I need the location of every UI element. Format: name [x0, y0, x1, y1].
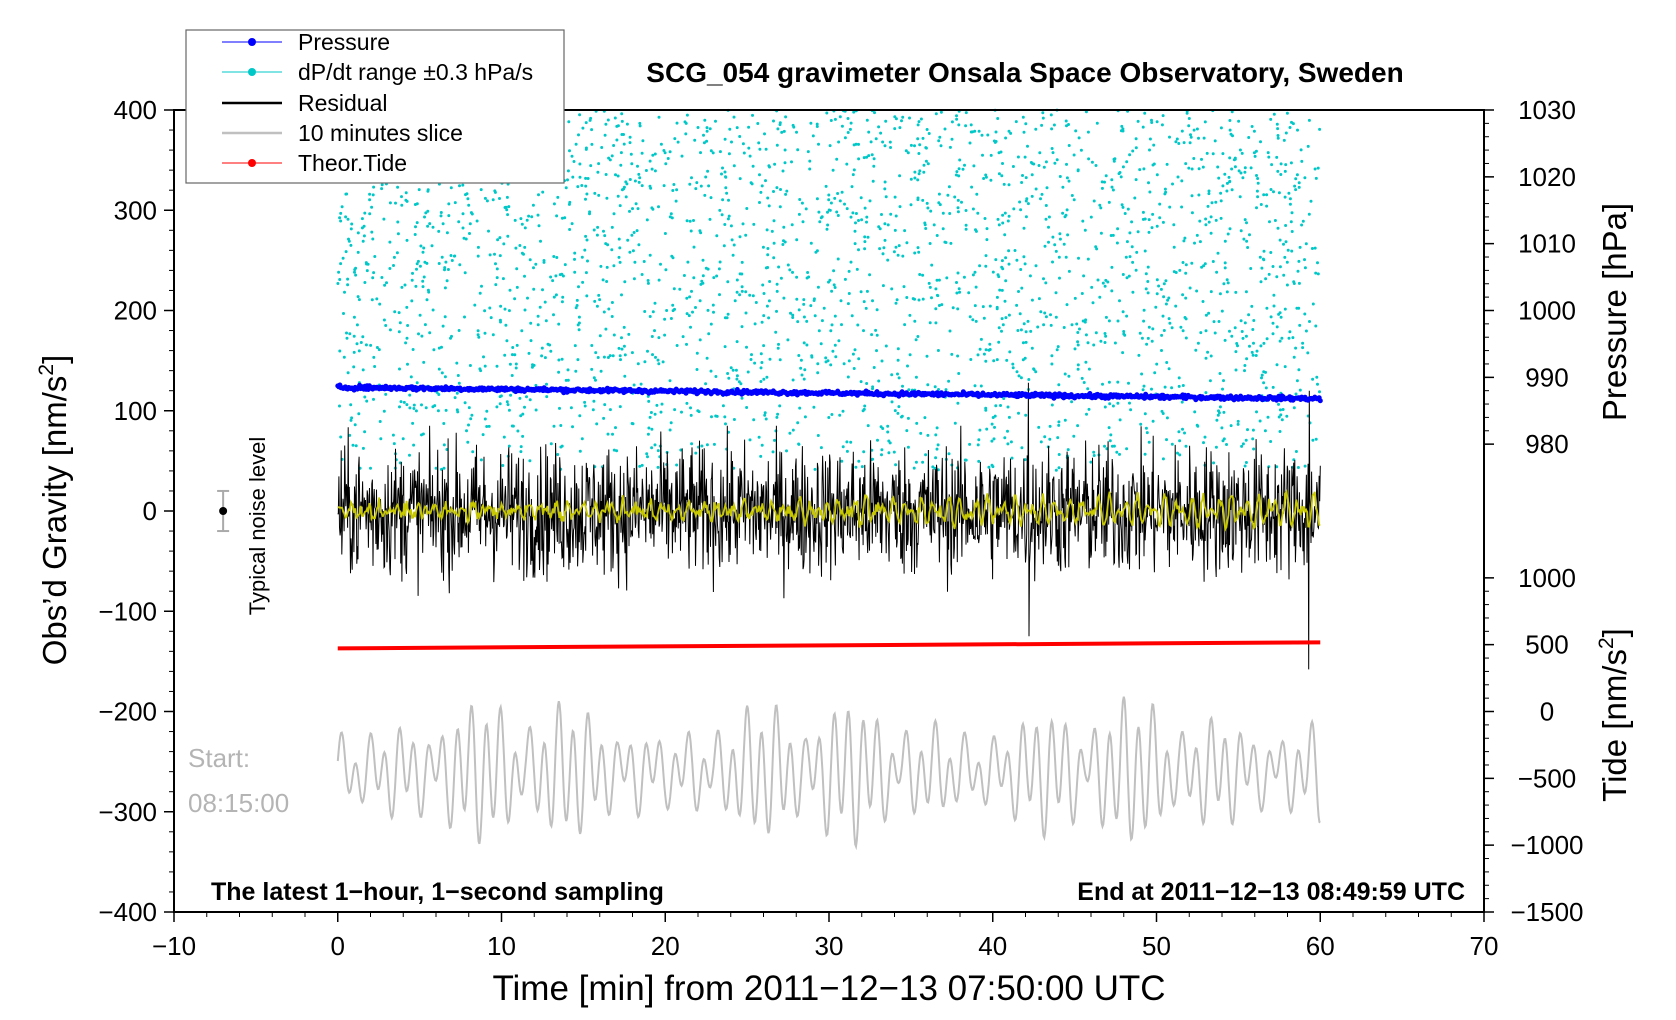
pressure-axis-ticks: 1030 1020 1010 1000 990 980	[1484, 95, 1576, 459]
y-axis-label-sup: 2	[35, 364, 58, 376]
y-tick-label: −300	[98, 797, 157, 827]
pressure-series	[335, 382, 1323, 404]
bottom-left-note: The latest 1−hour, 1−second sampling	[211, 878, 664, 906]
y-tick-label: 300	[114, 195, 157, 225]
filtered-line	[337, 489, 1321, 533]
y-tick-label: 200	[114, 296, 157, 326]
pressure-axis-label: Pressure [hPa]	[1596, 203, 1633, 421]
legend-label: Residual	[298, 90, 388, 116]
tide-tick-label: 1000	[1518, 563, 1576, 593]
noise-level-marker	[217, 489, 230, 533]
legend-marker	[248, 159, 256, 167]
start-label: Start:	[188, 743, 250, 773]
ten-minute-slice	[336, 696, 1321, 851]
pressure-tick-label: 1000	[1518, 296, 1576, 326]
y-tick-label: 400	[114, 95, 157, 125]
tide-axis-label-close: ]	[1596, 628, 1633, 637]
x-tick-label: 0	[331, 931, 345, 961]
pressure-tick-label: 990	[1525, 362, 1568, 392]
tide-line	[337, 640, 1321, 651]
slice-line	[336, 696, 1321, 851]
tide-tick-label: 0	[1540, 697, 1554, 727]
x-tick-label: 50	[1142, 931, 1171, 961]
tide-tick-label: 500	[1525, 630, 1568, 660]
start-time: 08:15:00	[188, 788, 289, 818]
residual-line	[337, 382, 1321, 670]
pressure-tick-label: 1020	[1518, 162, 1576, 192]
noise-dot	[219, 507, 228, 515]
y-axis-label-close: ]	[36, 355, 73, 364]
y-axis-ticks: 400 300 200 100 0 −100 −200 −300 −400	[98, 95, 174, 927]
tide-axis-label-sup: 2	[1595, 637, 1618, 649]
y-tick-label: −400	[98, 897, 157, 927]
legend-marker	[248, 38, 256, 46]
legend-label: dP/dt range ±0.3 hPa/s	[298, 59, 533, 85]
tide-tick-label: −1000	[1510, 830, 1583, 860]
legend-item: Theor.Tide	[222, 150, 407, 176]
y-tick-label: −200	[98, 697, 157, 727]
x-tick-label: 30	[815, 931, 844, 961]
pressure-tick-label: 1030	[1518, 95, 1576, 125]
x-tick-label: 10	[487, 931, 516, 961]
x-tick-label: 70	[1470, 931, 1499, 961]
pressure-tick-label: 1010	[1518, 229, 1576, 259]
tide-tick-label: −1500	[1510, 897, 1583, 927]
bottom-right-note: End at 2011−12−13 08:49:59 UTC	[1077, 878, 1465, 906]
legend-label: Theor.Tide	[298, 150, 407, 176]
legend-item: Pressure	[222, 29, 390, 55]
tide-axis-ticks: 1000 500 0 −500 −1000 −1500	[1484, 563, 1584, 927]
x-tick-label: 40	[978, 931, 1007, 961]
noise-level-label: Typical noise level	[245, 437, 270, 616]
legend: Pressure dP/dt range ±0.3 hPa/s Residual 10…	[185, 29, 565, 184]
residual-series	[337, 382, 1321, 670]
legend-items: Pressure dP/dt range ±0.3 hPa/s Residual 10…	[222, 29, 533, 176]
legend-label: Pressure	[298, 29, 390, 55]
x-tick-label: 20	[651, 931, 680, 961]
x-axis-ticks: −10 0 10 20 30 40 50 60 70	[152, 912, 1499, 961]
legend-item: Residual	[222, 90, 388, 116]
tide-series	[337, 640, 1321, 651]
legend-marker	[248, 68, 256, 76]
x-tick-label: −10	[152, 931, 196, 961]
y-tick-label: 0	[143, 496, 157, 526]
pressure-tick-label: 980	[1525, 429, 1568, 459]
legend-item: dP/dt range ±0.3 hPa/s	[222, 59, 533, 85]
legend-label: 10 minutes slice	[298, 120, 463, 146]
x-tick-label: 60	[1306, 931, 1335, 961]
y-tick-label: 100	[114, 396, 157, 426]
y-axis-label: Obs’d Gravity [nm/s2]	[35, 355, 73, 666]
legend-item: 10 minutes slice	[222, 120, 463, 146]
x-axis-label: Time [min] from 2011−12−13 07:50:00 UTC	[492, 969, 1165, 1008]
tide-tick-label: −500	[1518, 763, 1577, 793]
legend-box	[185, 29, 565, 184]
chart-title: SCG_054 gravimeter Onsala Space Observat…	[646, 57, 1403, 88]
tide-axis-label: Tide [nm/s2]	[1595, 628, 1633, 802]
y-tick-label: −100	[98, 596, 157, 626]
filtered-residual-series	[337, 489, 1321, 533]
pressure-points	[335, 382, 1323, 404]
